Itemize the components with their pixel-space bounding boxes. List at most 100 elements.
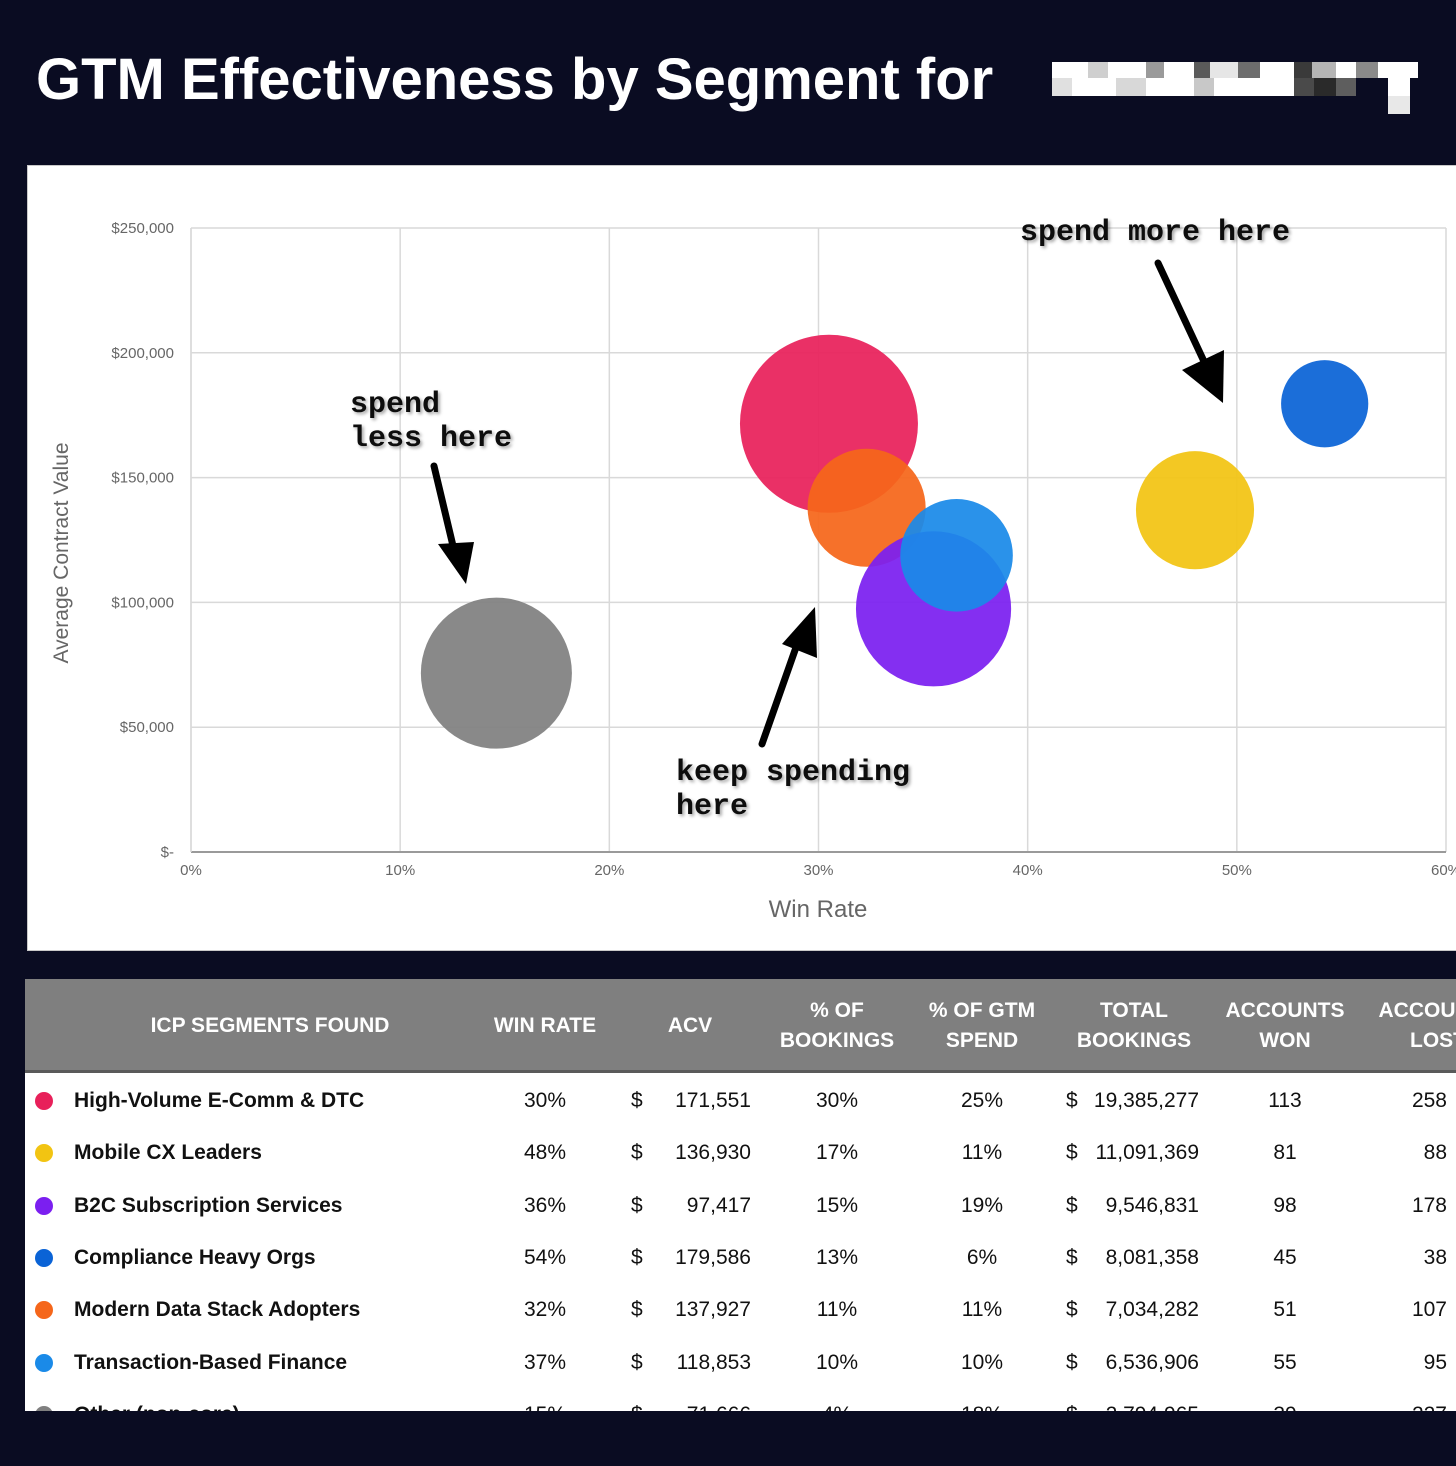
cell-pct-bookings: 17% — [815, 1141, 859, 1165]
cell-bookings-currency: $ — [1066, 1245, 1078, 1269]
cell-segment-name: High-Volume E-Comm & DTC — [74, 1089, 365, 1112]
col-header-accounts-lost: ACCOUNTS LOST — [1378, 999, 1456, 1052]
cell-win-rate: 36% — [523, 1193, 567, 1217]
cell-accounts-won: 39 — [1235, 1389, 1335, 1411]
cell-accounts-won: 55 — [1273, 1350, 1297, 1374]
cell-bookings-currency: $ — [1066, 1350, 1078, 1374]
cell-accounts-lost: 95 — [1423, 1350, 1447, 1374]
cell-acv-currency: $ — [631, 1141, 643, 1165]
table-header: ICP SEGMENTS FOUND WIN RATE ACV % OF BOO… — [25, 979, 1456, 1073]
x-tick-label: 10% — [385, 862, 415, 879]
x-tick-label: 30% — [803, 862, 833, 879]
cell-bookings-currency: $ — [1066, 1389, 1086, 1411]
col-header-win-rate: WIN RATE — [493, 1014, 597, 1037]
cell-acv: 97,417 — [686, 1193, 751, 1217]
cell-acv: 136,930 — [675, 1141, 751, 1165]
cell-total-bookings: 7,034,282 — [1105, 1298, 1199, 1322]
cell-accounts-won: 113 — [1268, 1089, 1302, 1112]
arrow-spend-less — [430, 462, 474, 584]
cell-total-bookings: 19,385,277 — [1093, 1089, 1199, 1112]
bubble-other-non-core — [420, 597, 572, 749]
y-tick-label: $150,000 — [111, 470, 174, 487]
cell-pct-bookings: 10% — [815, 1350, 859, 1374]
cell-pct-bookings: 11% — [816, 1298, 858, 1322]
col-header-accounts-won: ACCOUNTS WON — [1225, 999, 1345, 1052]
cell-total-bookings: 9,546,831 — [1105, 1193, 1199, 1217]
bubble-chart-panel: 0% 10% 20% 30% 40% 50% 60% $- $50,000 $100,000 $15… — [27, 165, 1456, 951]
cell-pct-bookings: 30% — [815, 1089, 859, 1112]
cell-acv: 71,666 — [651, 1389, 751, 1411]
cell-bookings-currency: $ — [1066, 1141, 1078, 1165]
cell-pct-spend: 25% — [960, 1089, 1004, 1112]
cell-pct-spend: 11% — [961, 1298, 1003, 1322]
cell-accounts-lost: 38 — [1423, 1245, 1447, 1269]
cell-acv: 137,927 — [675, 1298, 751, 1322]
table-row: Modern Data Stack Adopters 32% $137,927 11%… — [25, 1284, 1456, 1336]
col-header-acv: ACV — [667, 1014, 713, 1037]
cell-accounts-lost: 178 — [1411, 1193, 1447, 1217]
annotation-spend-less: spend less here — [350, 388, 512, 456]
annotation-spend-more: spend more here — [1020, 216, 1290, 250]
y-tick-label: $- — [161, 844, 174, 861]
cell-segment-name: B2C Subscription Services — [74, 1193, 343, 1217]
bubble-modern-data-stack-adopters — [807, 448, 926, 567]
cell-win-rate: 37% — [523, 1350, 567, 1374]
bubble-compliance-heavy-orgs — [1281, 360, 1369, 448]
table-row: Mobile CX Leaders 48% $136,930 17% 11% $11,09… — [25, 1127, 1456, 1179]
col-header-pct-spend: % OF GTM SPEND — [928, 999, 1036, 1052]
x-tick-label: 50% — [1222, 862, 1252, 879]
cell-win-rate: 30% — [523, 1089, 567, 1112]
cell-acv-currency: $ — [631, 1389, 651, 1411]
annotation-keep-spending: keep spending here — [676, 756, 928, 824]
segment-color-dot — [35, 1353, 53, 1372]
bubble-transaction-based-finance — [900, 499, 1013, 612]
cell-total-bookings: 8,081,358 — [1105, 1245, 1199, 1269]
cell-acv: 179,586 — [675, 1245, 751, 1269]
cell-acv-currency: $ — [631, 1245, 643, 1269]
table-row: B2C Subscription Services 36% $97,417 15% 19… — [25, 1180, 1456, 1232]
cell-segment-name: Transaction-Based Finance — [74, 1350, 348, 1374]
y-tick-label: $200,000 — [111, 345, 174, 362]
x-axis-title: Win Rate — [769, 896, 868, 923]
cell-pct-spend: 11% — [961, 1141, 1003, 1165]
cell-accounts-won: 45 — [1273, 1245, 1297, 1269]
cell-accounts-won: 51 — [1273, 1298, 1297, 1322]
bubble-mobile-cx-leaders — [1135, 451, 1255, 570]
segment-color-dot — [35, 1405, 53, 1411]
cell-win-rate: 54% — [523, 1245, 567, 1269]
segment-color-dot — [35, 1144, 53, 1163]
segment-color-dot — [35, 1248, 53, 1267]
table-row: Transaction-Based Finance 37% $118,853 10% 1… — [25, 1337, 1456, 1389]
y-tick-label: $50,000 — [120, 719, 174, 736]
cell-segment-name: Modern Data Stack Adopters — [74, 1298, 361, 1322]
cell-pct-bookings: 15% — [815, 1193, 859, 1217]
cell-bookings-currency: $ — [1066, 1089, 1078, 1112]
page-title: GTM Effectiveness by Segment for — [36, 47, 994, 112]
cell-accounts-won: 98 — [1273, 1193, 1297, 1217]
col-header-total-bookings: TOTAL BOOKINGS — [1076, 999, 1192, 1052]
cell-pct-spend: 10% — [960, 1350, 1004, 1374]
segment-color-dot — [35, 1092, 53, 1110]
y-tick-label: $100,000 — [111, 594, 174, 611]
cell-pct-spend: 18% — [932, 1389, 1032, 1411]
cell-bookings-currency: $ — [1066, 1298, 1078, 1322]
cell-accounts-lost: 107 — [1411, 1298, 1447, 1322]
y-axis-title: Average Contract Value — [50, 442, 73, 663]
cell-acv-currency: $ — [631, 1298, 643, 1322]
y-tick-label: $250,000 — [111, 220, 174, 237]
cell-total-bookings: 6,536,906 — [1105, 1350, 1199, 1374]
cell-segment-name: Other (non-core) — [74, 1389, 240, 1411]
table-row: Compliance Heavy Orgs 54% $179,586 13% 6% $8,… — [25, 1232, 1456, 1284]
cell-pct-bookings: 13% — [815, 1245, 859, 1269]
x-tick-label: 60% — [1431, 862, 1456, 879]
cell-win-rate: 32% — [523, 1298, 567, 1322]
cell-segment-name: Mobile CX Leaders — [74, 1141, 262, 1165]
arrow-keep-spending — [758, 607, 817, 748]
col-header-segment: ICP SEGMENTS FOUND — [150, 1014, 390, 1037]
col-header-pct-bookings: % OF BOOKINGS — [779, 999, 895, 1052]
chart-axes: 0% 10% 20% 30% 40% 50% 60% $- $50,000 $100,000 $15… — [111, 220, 1456, 879]
bubble-chart: 0% 10% 20% 30% 40% 50% 60% $- $50,000 $100,000 $15… — [50, 216, 1456, 923]
cell-win-rate: 48% — [523, 1141, 567, 1165]
cell-acv: 118,853 — [676, 1350, 751, 1374]
x-tick-label: 20% — [594, 862, 624, 879]
